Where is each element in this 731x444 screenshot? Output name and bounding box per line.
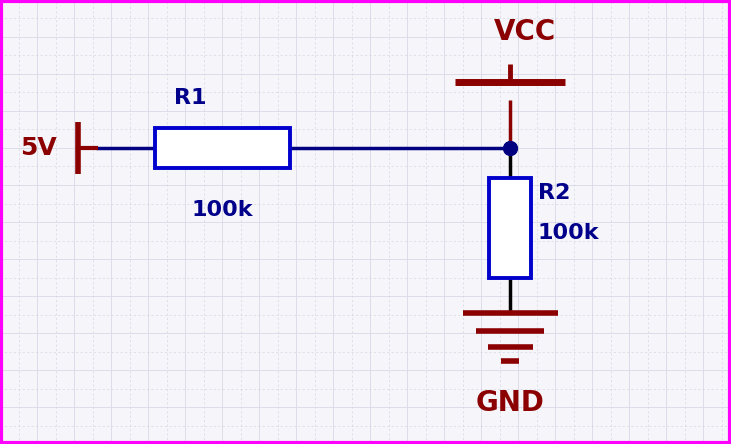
Text: GND: GND — [476, 389, 545, 417]
Text: 5V: 5V — [20, 136, 56, 160]
Text: 100k: 100k — [538, 223, 599, 243]
Bar — [155, 128, 290, 168]
Bar — [489, 178, 531, 278]
Text: R2: R2 — [538, 183, 570, 203]
Text: R1: R1 — [174, 88, 206, 108]
Text: VCC: VCC — [494, 18, 556, 46]
Text: 100k: 100k — [192, 200, 253, 220]
